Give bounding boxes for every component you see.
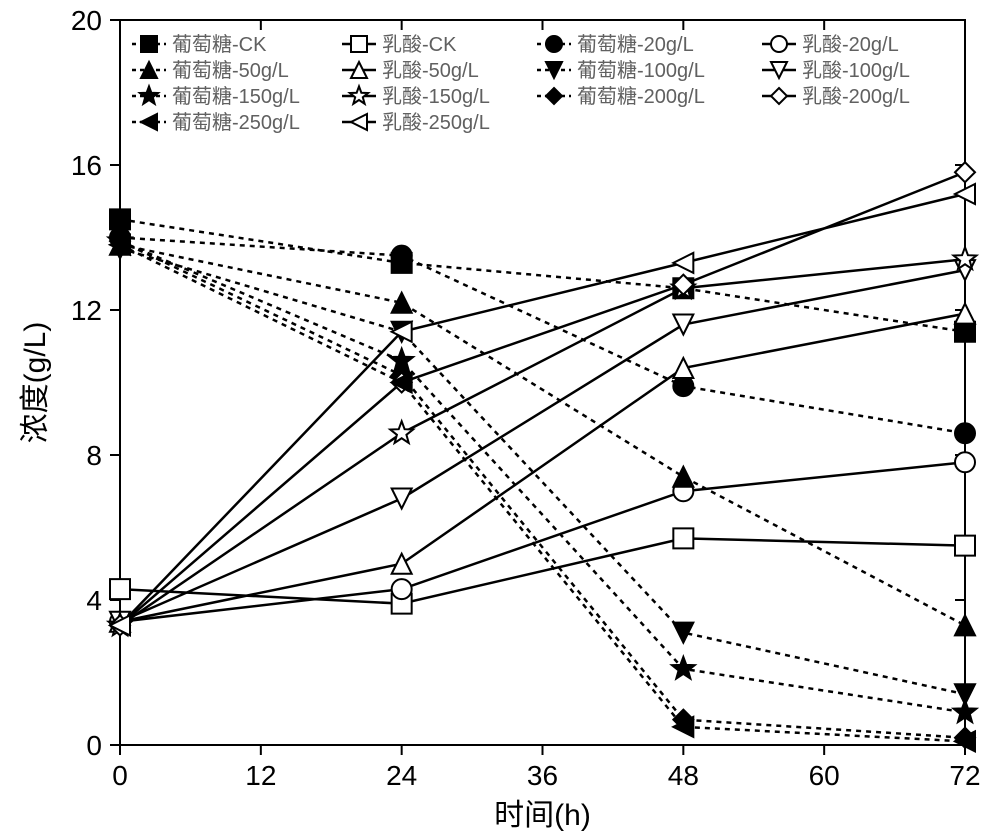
svg-text:12: 12 <box>245 760 276 791</box>
svg-text:乳酸-200g/L: 乳酸-200g/L <box>802 85 910 108</box>
svg-text:葡萄糖-20g/L: 葡萄糖-20g/L <box>577 33 694 56</box>
series-lactic-250 <box>110 184 975 635</box>
legend: 葡萄糖-CK 乳酸-CK 葡萄糖-20g/L 乳酸-20g/L 葡萄糖-50g/L 乳酸-… <box>132 33 910 134</box>
svg-text:乳酸-50g/L: 乳酸-50g/L <box>382 59 479 82</box>
series-lactic-50 <box>110 304 975 632</box>
svg-text:12: 12 <box>71 295 102 326</box>
svg-text:乳酸-20g/L: 乳酸-20g/L <box>802 33 899 56</box>
svg-text:时间(h): 时间(h) <box>494 799 591 832</box>
series-lactic-100 <box>110 260 975 632</box>
svg-text:葡萄糖-150g/L: 葡萄糖-150g/L <box>172 85 300 108</box>
chart-svg: 0122436486072048121620时间(h)浓度(g/L)葡萄糖-CK… <box>0 0 1000 839</box>
svg-text:20: 20 <box>71 5 102 36</box>
svg-text:72: 72 <box>949 760 980 791</box>
svg-text:葡萄糖-CK: 葡萄糖-CK <box>172 33 267 56</box>
series-glucose-200 <box>110 231 975 748</box>
svg-text:0: 0 <box>112 760 128 791</box>
svg-text:葡萄糖-50g/L: 葡萄糖-50g/L <box>172 59 289 82</box>
svg-text:4: 4 <box>86 585 102 616</box>
svg-text:乳酸-150g/L: 乳酸-150g/L <box>382 85 490 108</box>
series-glucose-50 <box>110 235 975 636</box>
svg-text:葡萄糖-250g/L: 葡萄糖-250g/L <box>172 111 300 134</box>
series-lactic-150 <box>109 247 977 635</box>
svg-text:16: 16 <box>71 150 102 181</box>
svg-text:浓度(g/L): 浓度(g/L) <box>19 322 52 444</box>
svg-text:60: 60 <box>809 760 840 791</box>
svg-text:乳酸-100g/L: 乳酸-100g/L <box>802 59 910 82</box>
series-glucose-CK <box>110 209 975 341</box>
svg-text:乳酸-250g/L: 乳酸-250g/L <box>382 111 490 134</box>
svg-text:0: 0 <box>86 730 102 761</box>
svg-text:乳酸-CK: 乳酸-CK <box>382 33 457 56</box>
svg-text:葡萄糖-100g/L: 葡萄糖-100g/L <box>577 59 705 82</box>
series-lactic-200 <box>110 162 975 635</box>
svg-text:36: 36 <box>527 760 558 791</box>
chart-container: 0122436486072048121620时间(h)浓度(g/L)葡萄糖-CK… <box>0 0 1000 839</box>
svg-text:葡萄糖-200g/L: 葡萄糖-200g/L <box>577 85 705 108</box>
series-glucose-100 <box>110 238 975 704</box>
svg-text:24: 24 <box>386 760 417 791</box>
svg-text:48: 48 <box>668 760 699 791</box>
svg-text:8: 8 <box>86 440 102 471</box>
